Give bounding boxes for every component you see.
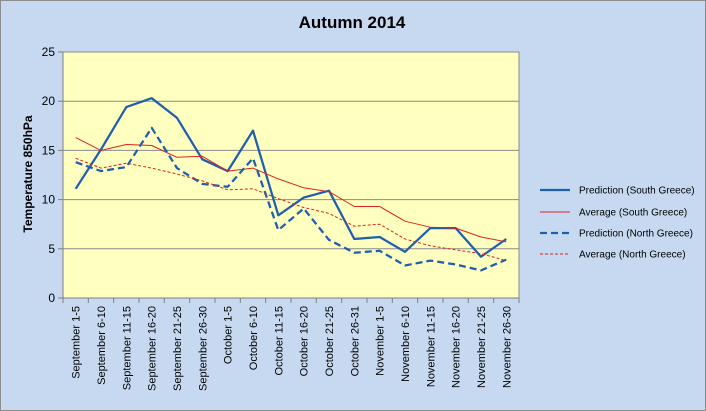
x-tick-label: September 16-20: [147, 306, 159, 391]
legend-label: Prediction (North Greece): [579, 229, 693, 240]
x-tick-label: October 11-15: [273, 306, 285, 376]
x-tick-label: October 6-10: [248, 306, 260, 370]
series-line-1: [74, 97, 507, 258]
x-tick-label: September 21-25: [172, 306, 184, 391]
y-tick-label: 0: [48, 291, 55, 305]
y-tick-labels: 0 5 10 15 20 25: [42, 45, 56, 305]
series-line-2: [75, 137, 507, 243]
x-tick-label: October 16-20: [299, 306, 311, 376]
x-tick-label: November 11-15: [425, 306, 437, 387]
x-tick-label: November 6-10: [400, 306, 412, 382]
x-tick-label: October 26-31: [349, 306, 361, 376]
series-line-3: [75, 126, 507, 272]
series-lines: [74, 97, 507, 272]
x-tick-label: November 26-30: [501, 306, 513, 388]
x-tick-label: October 21-25: [324, 306, 336, 376]
chart-title: Autumn 2014: [299, 13, 406, 32]
y-axis-label: Temperature 850hPa: [21, 115, 35, 232]
x-tick-label: November 16-20: [451, 306, 463, 388]
y-tick-label: 25: [42, 45, 56, 59]
axes: [58, 51, 520, 303]
legend: Prediction (South Greece) Average (South …: [540, 186, 695, 261]
x-tick-label: October 1-5: [223, 306, 235, 364]
y-tick-label: 20: [42, 94, 56, 108]
x-tick-label: November 21-25: [476, 306, 488, 388]
x-tick-label: September 11-15: [121, 306, 133, 390]
x-tick-label: September 1-5: [71, 306, 83, 379]
series-line-4: [75, 157, 507, 262]
x-tick-label: September 6-10: [96, 306, 108, 385]
y-tick-label: 15: [42, 143, 56, 157]
legend-label: Average (South Greece): [579, 208, 687, 219]
x-tick-label: November 1-5: [375, 306, 387, 376]
legend-label: Prediction (South Greece): [579, 186, 695, 197]
gridlines: [63, 51, 519, 250]
plot-area: [62, 51, 520, 299]
x-tick-labels: September 1-5 September 6-10 September 11-…: [71, 306, 514, 391]
y-tick-label: 5: [48, 242, 55, 256]
x-tick-label: September 26-30: [197, 306, 209, 391]
y-tick-label: 10: [42, 193, 56, 207]
legend-label: Average (North Greece): [579, 250, 686, 261]
